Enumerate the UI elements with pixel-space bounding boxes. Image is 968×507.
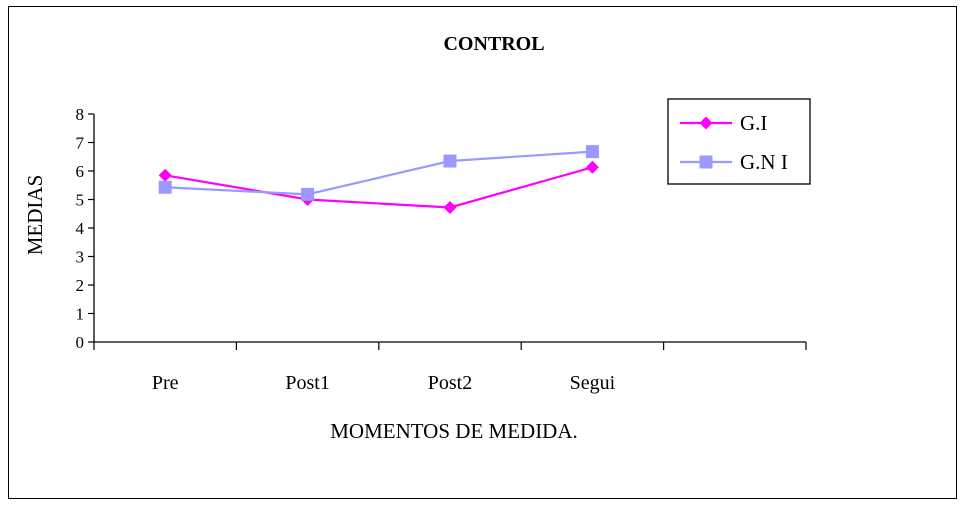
data-point: [443, 154, 457, 168]
y-tick-label: 6: [76, 162, 85, 181]
x-tick-label: Post1: [285, 372, 329, 394]
x-tick-label: Post2: [428, 372, 472, 394]
y-tick-label: 2: [76, 276, 85, 295]
data-point: [158, 168, 172, 182]
legend-item: G.N I: [680, 150, 788, 174]
legend-item: G.I: [680, 111, 767, 135]
x-tick-label: Segui: [570, 372, 616, 394]
data-point: [158, 180, 172, 194]
chart-frame: [8, 6, 957, 499]
y-tick-label: 0: [76, 333, 85, 352]
legend: G.I G.N I: [667, 98, 811, 185]
y-tick-label: 7: [76, 134, 85, 153]
series-line: [165, 166, 593, 209]
x-tick-label: Pre: [152, 372, 179, 394]
axes: 0 1 2 3 4 5 6 7 8 Pre Post1 Post2 Segui: [76, 105, 807, 394]
data-point: [443, 200, 457, 214]
legend-label: G.N I: [740, 150, 788, 174]
legend-marker: [699, 116, 713, 130]
series-line: [165, 150, 593, 196]
legend-label: G.I: [740, 111, 767, 135]
series-2: [158, 145, 599, 201]
series-1: [158, 160, 599, 214]
chart-title: CONTROL: [443, 33, 544, 55]
data-point: [301, 187, 315, 201]
series-layer: [158, 145, 599, 214]
legend-marker: [699, 155, 713, 169]
y-axis-title: MEDIAS: [23, 175, 47, 256]
y-tick-label: 4: [76, 219, 85, 238]
legend-box: [667, 98, 811, 185]
y-tick-label: 3: [76, 248, 85, 267]
data-point: [585, 145, 599, 159]
x-axis-title: MOMENTOS DE MEDIDA.: [330, 419, 578, 443]
y-tick-label: 1: [76, 305, 85, 324]
y-tick-label: 5: [76, 191, 85, 210]
y-tick-label: 8: [76, 105, 85, 124]
data-point: [585, 160, 599, 174]
